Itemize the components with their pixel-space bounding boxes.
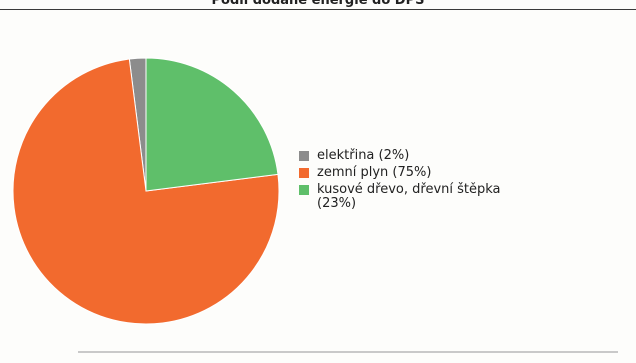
legend-label-wood: kusové dřevo, dřevní štěpka (23%): [317, 182, 501, 211]
legend-swatch-natural-gas: [299, 168, 309, 178]
legend-swatch-electricity: [299, 151, 309, 161]
legend-item-wood: kusové dřevo, dřevní štěpka (23%): [299, 183, 501, 211]
legend-item-natural-gas: zemní plyn (75%): [299, 166, 501, 180]
legend-label-electricity: elektřina (2%): [317, 148, 410, 163]
top-divider: [0, 9, 636, 10]
legend-swatch-wood: [299, 185, 309, 195]
legend-label-natural-gas: zemní plyn (75%): [317, 165, 432, 180]
bottom-divider: [78, 351, 618, 353]
chart-title: Podíl dodané energie do DPS: [211, 0, 425, 8]
pie-slice-wood: [145, 57, 279, 192]
pie-slice-natural-gas: [12, 58, 280, 325]
legend-item-electricity: elektřina (2%): [299, 149, 501, 163]
chart-legend: elektřina (2%) zemní plyn (75%) kusové d…: [299, 149, 501, 214]
